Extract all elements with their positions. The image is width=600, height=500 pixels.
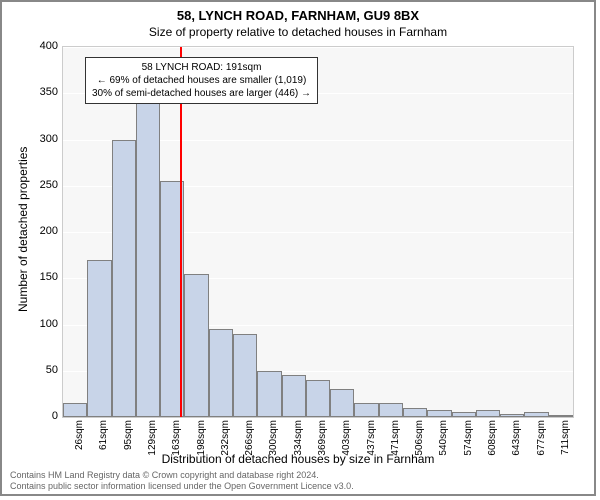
annotation-box: 58 LYNCH ROAD: 191sqm← 69% of detached h…: [85, 57, 318, 104]
x-tick: 95sqm: [123, 420, 134, 460]
histogram-bar: [379, 403, 403, 417]
histogram-bar: [233, 334, 257, 417]
x-tick: 334sqm: [293, 420, 304, 460]
x-tick: 711sqm: [560, 420, 571, 460]
x-tick: 677sqm: [536, 420, 547, 460]
x-tick: 369sqm: [317, 420, 328, 460]
histogram-bar: [257, 371, 281, 417]
x-tick: 61sqm: [98, 420, 109, 460]
x-tick: 471sqm: [390, 420, 401, 460]
y-tick: 0: [28, 410, 58, 422]
x-tick: 129sqm: [147, 420, 158, 460]
y-tick: 300: [28, 133, 58, 145]
histogram-bar: [330, 389, 354, 417]
histogram-bar: [209, 329, 233, 417]
x-tick: 540sqm: [438, 420, 449, 460]
histogram-bar: [500, 414, 524, 417]
annotation-line1: 58 LYNCH ROAD: 191sqm: [92, 61, 311, 74]
annotation-line3: 30% of semi-detached houses are larger (…: [92, 87, 311, 100]
x-tick: 232sqm: [220, 420, 231, 460]
footer-attribution: Contains HM Land Registry data © Crown c…: [10, 470, 354, 492]
x-tick: 574sqm: [463, 420, 474, 460]
histogram-bar: [549, 415, 573, 417]
y-tick: 200: [28, 225, 58, 237]
y-tick: 350: [28, 86, 58, 98]
histogram-bar: [403, 408, 427, 417]
y-tick: 400: [28, 40, 58, 52]
histogram-bar: [63, 403, 87, 417]
histogram-bar: [452, 412, 476, 417]
annotation-line2: ← 69% of detached houses are smaller (1,…: [92, 74, 311, 87]
x-tick: 403sqm: [341, 420, 352, 460]
chart-container: 58, LYNCH ROAD, FARNHAM, GU9 8BX Size of…: [0, 0, 596, 496]
footer-line2: Contains public sector information licen…: [10, 481, 354, 492]
histogram-bar: [87, 260, 111, 417]
y-tick: 100: [28, 318, 58, 330]
histogram-bar: [136, 103, 160, 418]
x-tick: 437sqm: [366, 420, 377, 460]
histogram-bar: [282, 375, 306, 417]
x-tick: 608sqm: [487, 420, 498, 460]
histogram-bar: [354, 403, 378, 417]
histogram-bar: [306, 380, 330, 417]
histogram-bar: [476, 410, 500, 417]
footer-line1: Contains HM Land Registry data © Crown c…: [10, 470, 354, 481]
x-tick: 266sqm: [244, 420, 255, 460]
histogram-bar: [112, 140, 136, 418]
histogram-bar: [524, 412, 548, 417]
x-tick: 506sqm: [414, 420, 425, 460]
histogram-bar: [184, 274, 208, 417]
subtitle: Size of property relative to detached ho…: [2, 25, 594, 39]
histogram-bar: [427, 410, 451, 417]
plot-area: 58 LYNCH ROAD: 191sqm← 69% of detached h…: [62, 46, 574, 418]
x-tick: 163sqm: [171, 420, 182, 460]
x-tick: 300sqm: [268, 420, 279, 460]
y-tick: 50: [28, 364, 58, 376]
x-tick: 26sqm: [74, 420, 85, 460]
y-tick: 150: [28, 271, 58, 283]
y-tick: 250: [28, 179, 58, 191]
main-title: 58, LYNCH ROAD, FARNHAM, GU9 8BX: [2, 8, 594, 23]
gridline: [63, 47, 573, 48]
x-tick: 198sqm: [196, 420, 207, 460]
x-tick: 643sqm: [511, 420, 522, 460]
